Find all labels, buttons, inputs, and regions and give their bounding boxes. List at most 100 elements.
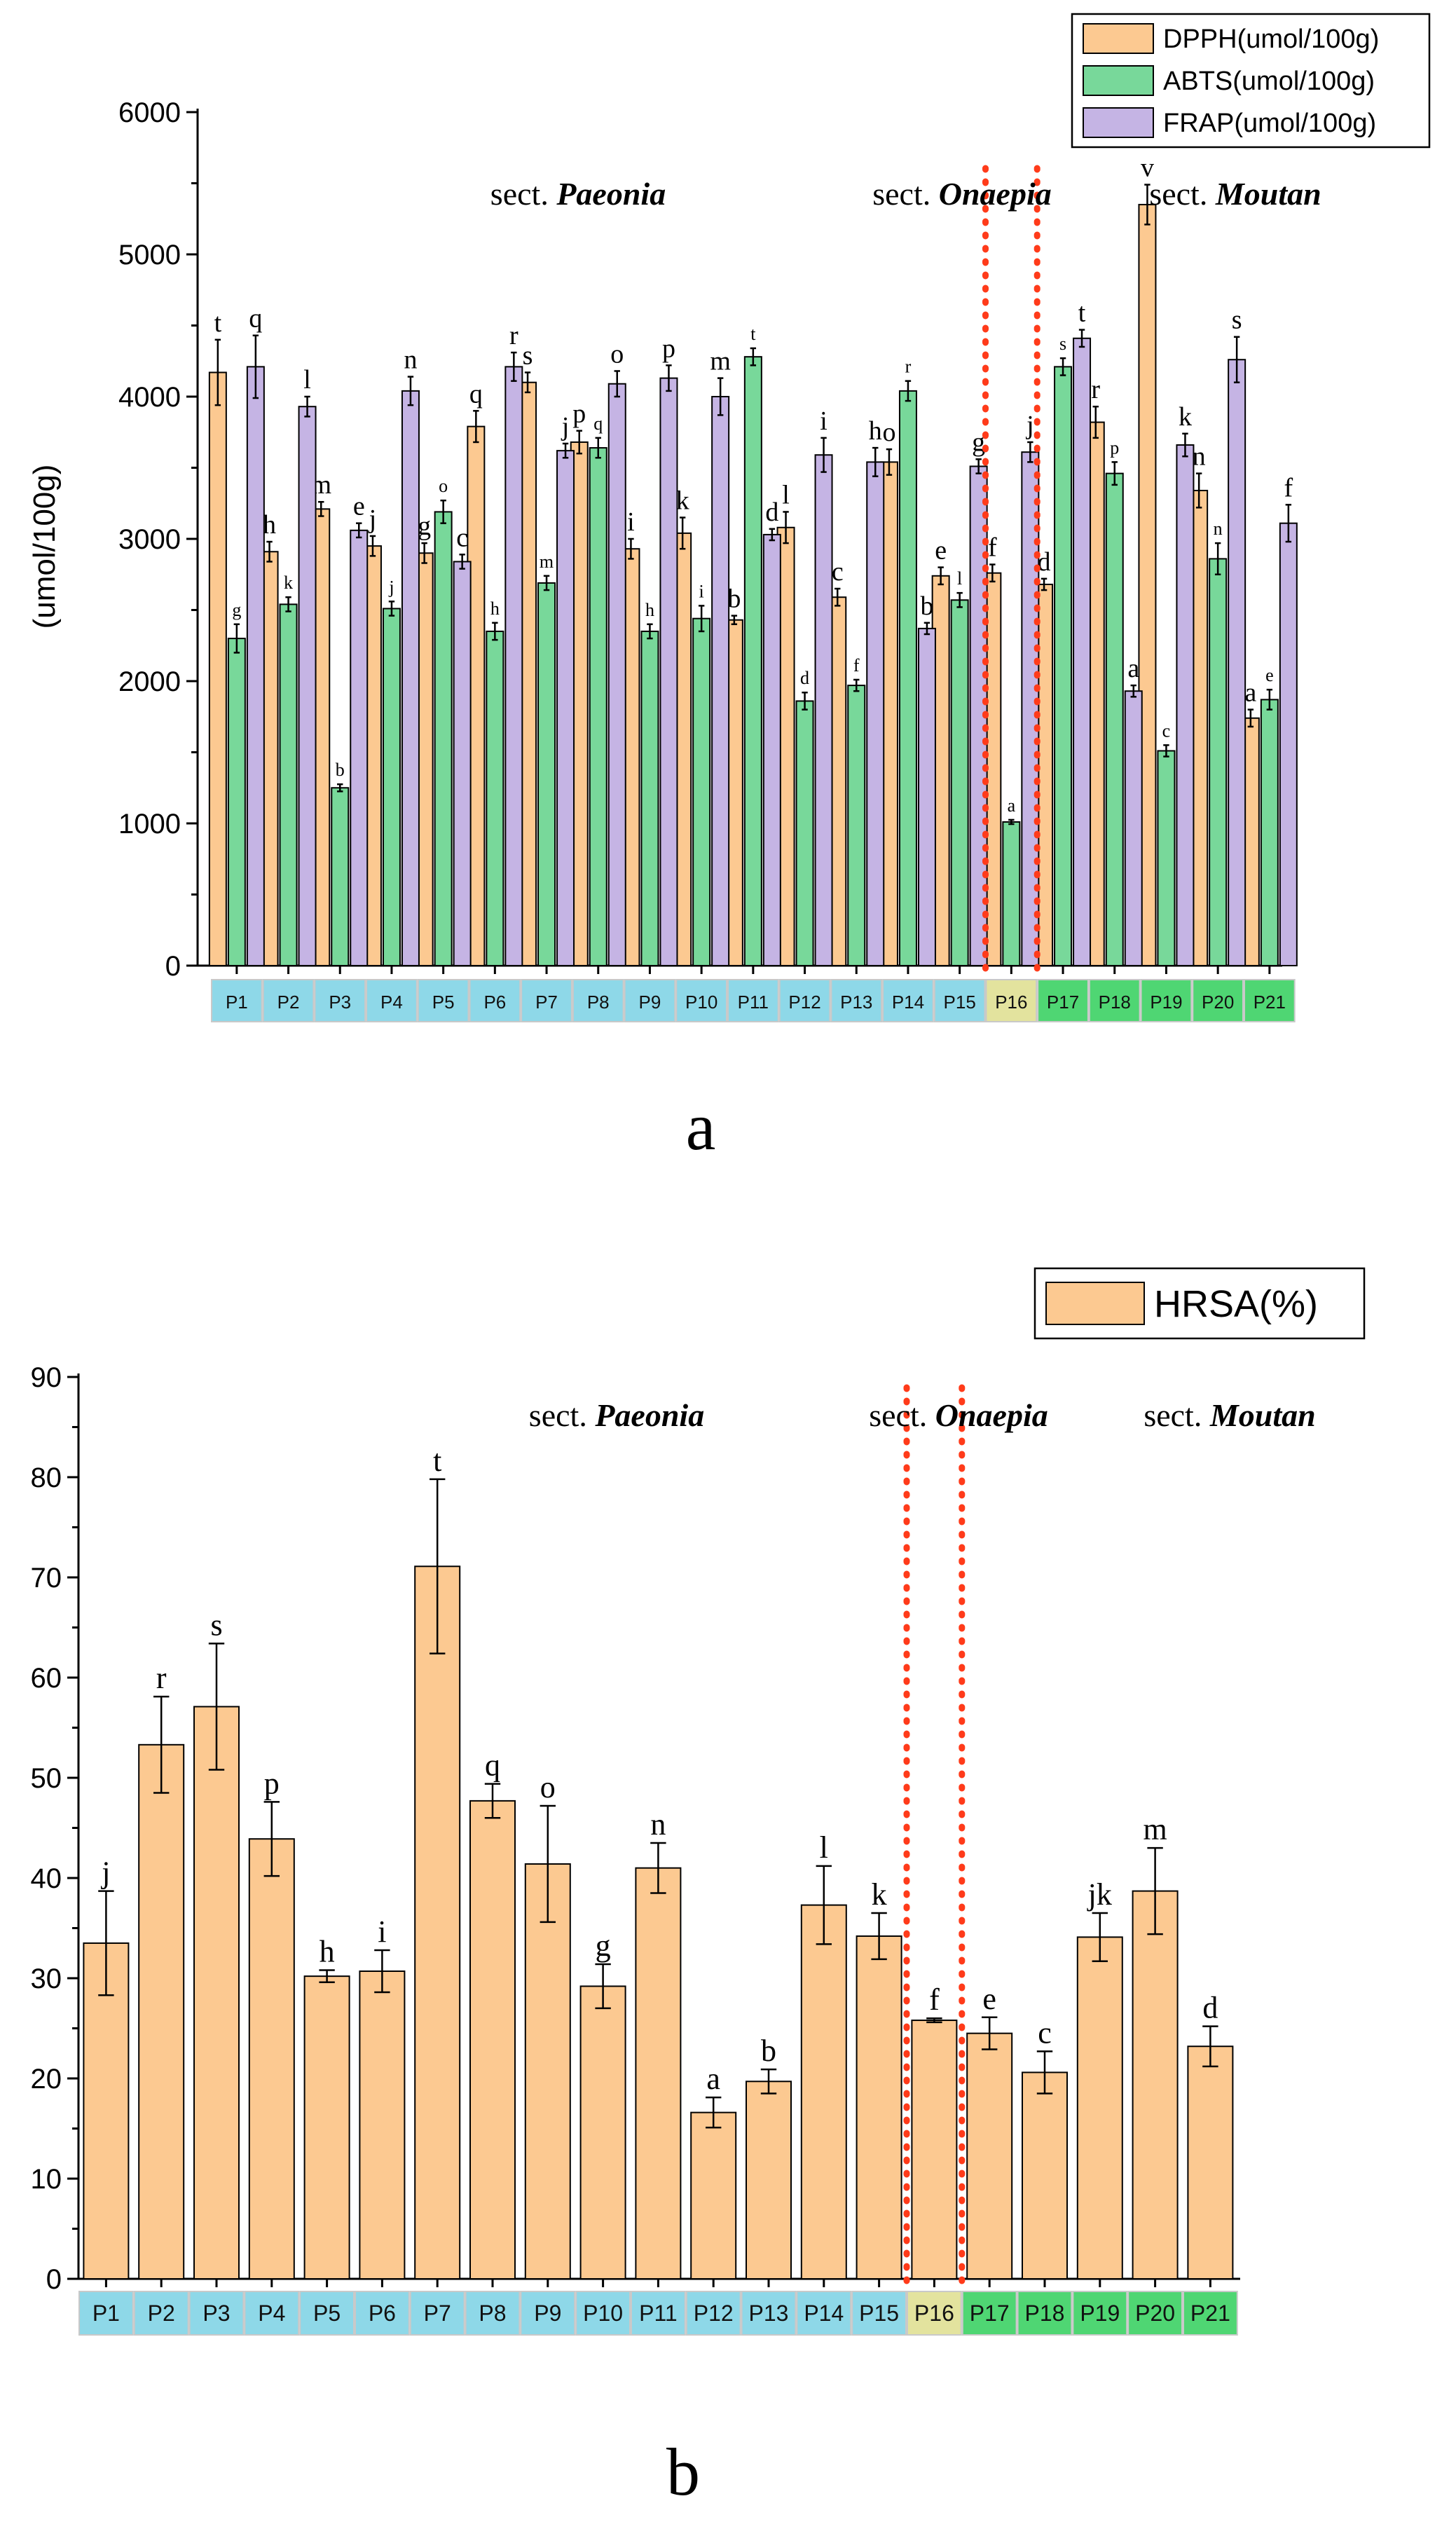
bar-P6-3 [504, 366, 523, 966]
x-tick-label: P12 [788, 992, 820, 1013]
category-chip-P5 [299, 2291, 355, 2336]
category-chip-P4 [244, 2291, 300, 2336]
bar-P15-1 [856, 1935, 902, 2280]
bar-P1-3 [246, 366, 265, 966]
significance-letter: e [935, 536, 947, 566]
bar-P12-2 [795, 700, 814, 966]
significance-letter: g [596, 1928, 611, 1963]
significance-letter: o [882, 418, 895, 447]
significance-letter: f [853, 655, 860, 676]
x-tick-label: P10 [583, 2301, 623, 2326]
significance-letter: k [284, 573, 293, 593]
y-tick-label: 70 [31, 1563, 62, 1594]
category-chip-P15 [933, 979, 986, 1022]
category-chip-P10 [575, 2291, 631, 2336]
legend-label-1: HRSA(%) [1154, 1283, 1318, 1325]
x-tick-label: P8 [587, 992, 610, 1013]
bar-P8-2 [589, 447, 607, 966]
category-chip-P12 [778, 979, 831, 1022]
significance-letter: l [303, 365, 311, 395]
significance-letter: q [485, 1748, 500, 1783]
x-tick-label: P11 [738, 992, 769, 1013]
significance-letter: p [572, 399, 586, 429]
significance-letter: m [1143, 1812, 1167, 1846]
significance-letter: d [765, 498, 778, 527]
bar-P13-3 [866, 461, 885, 966]
significance-letter: h [869, 416, 882, 446]
section-name: Moutan [1209, 1397, 1316, 1433]
significance-letter: r [1091, 375, 1100, 404]
significance-letter: l [820, 1830, 828, 1865]
x-tick-label: P4 [380, 992, 403, 1013]
y-tick-label: 2000 [118, 666, 181, 697]
bar-P9-3 [659, 377, 678, 966]
x-tick-label: P9 [534, 2301, 561, 2326]
category-chip-P11 [631, 2291, 686, 2336]
bar-P11-1 [635, 1867, 682, 2280]
significance-letter: j [100, 1856, 110, 1890]
chart-a: 0 1000 2000 3000 4000 5000 6000 (umol/100g) t h m j… [27, 13, 1431, 1164]
bar-P12-3 [814, 454, 833, 966]
x-tick-label: P5 [432, 992, 455, 1013]
bar-P19-1 [1138, 203, 1157, 967]
section-prefix: sect. [529, 1397, 596, 1433]
category-chip-P18 [1088, 979, 1141, 1022]
category-chip-P11 [727, 979, 779, 1022]
bar-P12-1 [690, 2111, 737, 2280]
category-chip-P15 [851, 2291, 907, 2336]
bar-P1-2 [227, 638, 246, 966]
significance-letter: k [872, 1877, 887, 1912]
x-tick-label: P2 [277, 992, 300, 1013]
section-heading-paeonia: sect. Paeonia [490, 176, 666, 212]
significance-letter: i [820, 406, 827, 436]
category-chip-P12 [685, 2291, 741, 2336]
legend-swatch-1 [1045, 1282, 1145, 1325]
bar-P18-1 [1022, 2071, 1068, 2280]
x-tick-label: P20 [1202, 992, 1234, 1013]
legend-label-3: FRAP(umol/100g) [1163, 109, 1376, 138]
significance-letter: g [972, 427, 985, 457]
category-chip-P2 [262, 979, 315, 1022]
significance-letter: jk [1087, 1877, 1112, 1912]
category-chip-P17 [961, 2291, 1017, 2336]
section-prefix: sect. [872, 176, 939, 212]
bar-P16-1 [911, 2020, 958, 2280]
y-axis-label: (umol/100g) [27, 465, 62, 629]
y-tick-label: 30 [31, 1963, 62, 1994]
significance-letter: e [982, 1982, 996, 2016]
category-chip-P8 [465, 2291, 521, 2336]
significance-letter: h [320, 1935, 335, 1969]
category-chip-P9 [520, 2291, 576, 2336]
x-tick-label: P7 [424, 2301, 451, 2326]
bar-P19-3 [1176, 444, 1195, 966]
bar-P9-2 [640, 630, 659, 966]
significance-letter: t [750, 324, 756, 344]
category-chip-P17 [1037, 979, 1089, 1022]
significance-letter: h [645, 600, 654, 620]
bar-P9-1 [524, 1863, 571, 2280]
x-tick-label: P8 [479, 2301, 506, 2326]
bar-P21-3 [1279, 522, 1298, 966]
significance-letter: a [1008, 795, 1016, 816]
bar-P21-1 [1187, 2045, 1234, 2280]
x-tick-label: P4 [258, 2301, 285, 2326]
bar-P14-2 [898, 390, 917, 966]
section-prefix: sect. [1143, 1397, 1210, 1433]
significance-letter: s [210, 1608, 222, 1642]
significance-letter: p [662, 334, 675, 363]
category-chip-P20 [1192, 979, 1244, 1022]
x-tick-label: P6 [369, 2301, 396, 2326]
significance-letter: b [761, 2034, 776, 2068]
bar-P4-3 [401, 390, 420, 966]
y-tick-label: 40 [31, 1863, 62, 1894]
x-tick-label: P16 [914, 2301, 954, 2326]
legend-swatch-2 [1083, 65, 1154, 96]
category-chip-P14 [882, 979, 934, 1022]
significance-letter: h [490, 598, 500, 619]
significance-letter: q [469, 379, 483, 409]
y-tick-label: 50 [31, 1763, 62, 1794]
significance-letter: a [706, 2062, 720, 2096]
y-tick-label: 6000 [118, 97, 181, 128]
bar-P17-1 [966, 2032, 1013, 2280]
significance-letter: o [610, 339, 624, 369]
